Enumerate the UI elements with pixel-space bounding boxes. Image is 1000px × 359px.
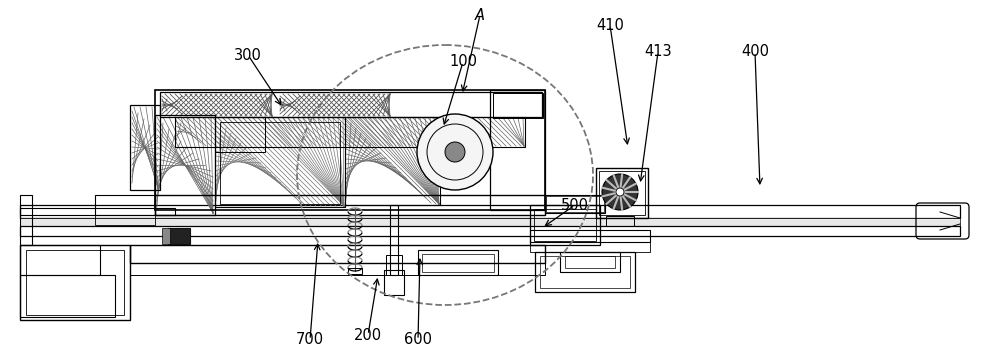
Bar (348, 268, 362, 274)
Bar (215, 117, 265, 152)
Bar (20, 195, 32, 245)
Circle shape (616, 188, 624, 196)
Bar (560, 252, 620, 272)
Bar (20, 208, 175, 215)
Text: 300: 300 (234, 47, 262, 62)
Bar (155, 90, 545, 210)
Bar (220, 122, 340, 204)
Bar (130, 263, 545, 275)
Bar (215, 117, 345, 207)
Bar (384, 270, 404, 295)
Bar (130, 245, 545, 263)
Bar (20, 245, 130, 320)
Text: 200: 200 (354, 327, 382, 342)
Bar (422, 254, 494, 272)
Text: 700: 700 (296, 332, 324, 348)
Bar (606, 216, 634, 226)
Bar (20, 226, 960, 236)
Bar (493, 93, 543, 118)
Bar (155, 115, 215, 215)
Text: 500: 500 (561, 197, 589, 213)
Bar (95, 195, 155, 215)
Text: 600: 600 (404, 332, 432, 348)
Bar (535, 252, 635, 292)
Text: 410: 410 (596, 18, 624, 33)
Bar (386, 255, 402, 275)
Bar (162, 228, 170, 244)
Text: 400: 400 (741, 45, 769, 60)
Bar (168, 228, 190, 244)
Bar (20, 205, 960, 218)
Bar (545, 195, 605, 213)
Bar (20, 218, 960, 226)
Text: A: A (475, 8, 485, 23)
Bar (345, 117, 440, 205)
Bar (130, 105, 160, 190)
Bar (175, 117, 525, 147)
Bar (540, 256, 630, 288)
Bar (160, 92, 542, 117)
Circle shape (445, 142, 465, 162)
Circle shape (602, 174, 638, 210)
Bar (20, 245, 100, 275)
Bar (26, 250, 124, 315)
Bar (418, 250, 498, 275)
Circle shape (417, 114, 493, 190)
Bar (565, 256, 615, 268)
Text: 100: 100 (449, 55, 477, 70)
Bar (20, 275, 115, 317)
Bar (534, 209, 596, 241)
Bar (599, 171, 645, 215)
Bar (490, 90, 545, 210)
Bar (530, 230, 650, 242)
Bar (390, 205, 398, 275)
Bar (596, 168, 648, 218)
Bar (546, 196, 604, 212)
Bar (155, 195, 545, 215)
Bar (95, 215, 155, 225)
Text: 413: 413 (644, 45, 672, 60)
Bar (530, 205, 600, 245)
Bar (530, 242, 650, 252)
